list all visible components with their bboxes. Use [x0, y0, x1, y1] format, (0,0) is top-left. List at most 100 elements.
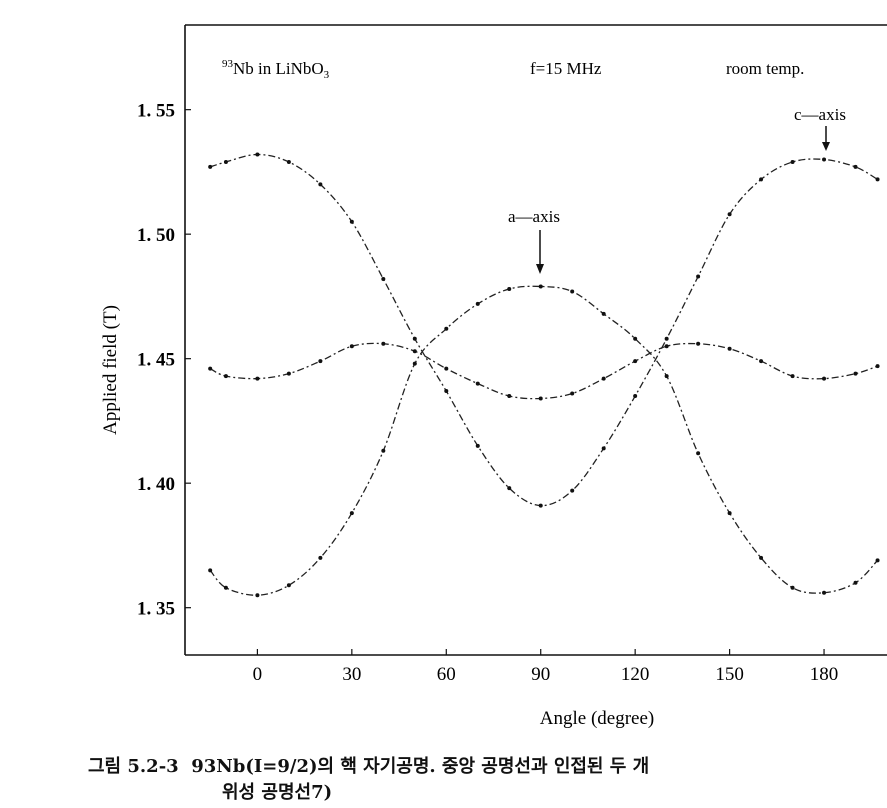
data-point: [475, 301, 480, 306]
data-point: [538, 284, 543, 289]
y-axis-label: Applied field (T): [100, 305, 121, 435]
figure-caption: 그림 5.2-3 93Nb(I=9/2)의 핵 자기공명. 중앙 공명선과 인접…: [88, 752, 649, 778]
data-point: [822, 157, 827, 162]
data-point: [444, 366, 449, 371]
data-point: [875, 364, 880, 369]
data-point: [349, 511, 354, 516]
data-point: [475, 443, 480, 448]
data-point: [538, 503, 543, 508]
data-point: [822, 590, 827, 595]
data-point: [570, 391, 575, 396]
data-point: [318, 182, 323, 187]
data-point: [381, 276, 386, 281]
data-point: [507, 486, 512, 491]
series-2: [208, 341, 880, 401]
data-point: [381, 341, 386, 346]
data-point: [601, 311, 606, 316]
data-point: [664, 344, 669, 349]
data-point: [255, 376, 260, 381]
data-point: [601, 376, 606, 381]
data-point: [790, 585, 795, 590]
data-point: [727, 212, 732, 217]
data-point: [538, 396, 543, 401]
data-point: [790, 374, 795, 379]
data-point: [412, 361, 417, 366]
a-axis-label: a—axis: [508, 207, 560, 226]
data-point: [349, 344, 354, 349]
series-0: [208, 152, 880, 508]
y-tick-label: 1. 45: [137, 350, 175, 371]
data-point: [853, 371, 858, 376]
data-point: [223, 374, 228, 379]
x-tick-label: 120: [621, 664, 650, 685]
c-axis-arrow: [822, 126, 830, 151]
data-point: [759, 177, 764, 182]
data-point: [570, 289, 575, 294]
data-point: [349, 219, 354, 224]
data-point: [286, 583, 291, 588]
data-point: [507, 394, 512, 399]
data-point: [822, 376, 827, 381]
x-tick-label: 0: [253, 664, 263, 685]
x-tick-label: 90: [531, 664, 550, 685]
data-point: [286, 371, 291, 376]
data-point: [286, 159, 291, 164]
data-point: [696, 274, 701, 279]
data-point: [223, 585, 228, 590]
data-point: [381, 448, 386, 453]
data-point: [208, 568, 213, 573]
data-point: [255, 152, 260, 157]
data-point: [570, 488, 575, 493]
a-axis-arrow: [536, 230, 544, 274]
data-point: [664, 336, 669, 341]
x-tick-label: 150: [715, 664, 744, 685]
data-point: [875, 177, 880, 182]
sample-annotation: 93Nb in LiNbO3: [222, 58, 330, 81]
data-point: [633, 394, 638, 399]
data-point: [727, 511, 732, 516]
series-line: [209, 285, 879, 596]
data-point: [664, 374, 669, 379]
figure-caption-2: 위성 공명선7): [222, 778, 332, 804]
data-point: [727, 346, 732, 351]
y-tick-label: 1. 35: [137, 599, 175, 620]
y-tick-label: 1. 40: [137, 474, 175, 495]
data-point: [507, 286, 512, 291]
data-point: [633, 359, 638, 364]
data-point: [853, 164, 858, 169]
caption-line-2: 위성 공명선7): [222, 782, 333, 803]
plot-frame: [184, 24, 887, 656]
data-point: [412, 349, 417, 354]
data-point: [853, 580, 858, 585]
temperature-annotation: room temp.: [726, 59, 804, 78]
x-tick-label: 30: [342, 664, 361, 685]
data-point: [759, 555, 764, 560]
data-point: [318, 359, 323, 364]
data-point: [759, 359, 764, 364]
data-point: [475, 381, 480, 386]
series-1: [208, 284, 880, 598]
data-point: [696, 451, 701, 456]
data-point: [875, 558, 880, 563]
x-axis-label: Angle (degree): [540, 708, 654, 729]
y-tick-label: 1. 50: [137, 225, 175, 246]
y-tick-label: 1. 55: [137, 101, 175, 122]
data-point: [790, 159, 795, 164]
caption-line-1: 93Nb(I=9/2)의 핵 자기공명. 중앙 공명선과 인접된 두 개: [191, 756, 650, 777]
data-point: [412, 336, 417, 341]
data-point: [255, 593, 260, 598]
data-point: [601, 446, 606, 451]
data-point: [223, 159, 228, 164]
data-point: [318, 555, 323, 560]
data-point: [444, 326, 449, 331]
c-axis-label: c—axis: [794, 105, 846, 124]
data-point: [208, 164, 213, 169]
x-tick-label: 60: [437, 664, 456, 685]
series-line: [209, 342, 878, 400]
data-point: [444, 389, 449, 394]
data-point: [696, 341, 701, 346]
caption-label: 그림 5.2-3: [88, 756, 179, 777]
x-tick-label: 180: [810, 664, 839, 685]
data-point: [208, 366, 213, 371]
